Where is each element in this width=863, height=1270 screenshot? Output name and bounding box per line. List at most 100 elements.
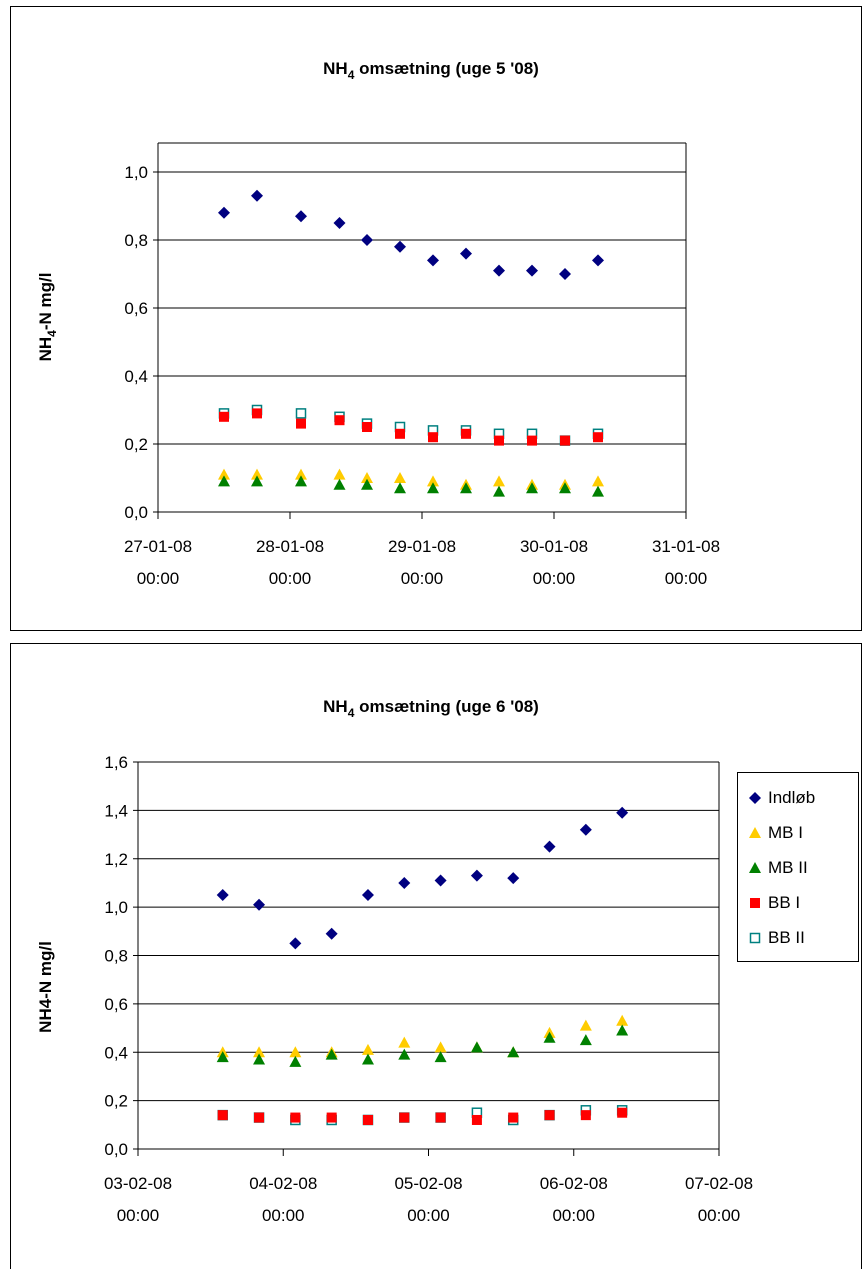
point-mb-i — [218, 468, 230, 480]
point-indlob — [493, 264, 505, 277]
plot-area: 0,0 0,2 0,4 0,6 0,8 1,0 27-01-08 00:00 28-01-08 0… — [124, 142, 720, 588]
point-mb-ii — [616, 1024, 629, 1036]
y-tick-label: 1,4 — [104, 801, 128, 820]
x-tick-label: 04-02-08 — [249, 1174, 317, 1193]
point-mb-ii — [526, 482, 538, 494]
legend-marker — [749, 932, 761, 944]
point-indlob — [289, 937, 302, 950]
chart-week5: NH4 omsætning (uge 5 '08) NH4-N mg/l 0,0… — [10, 6, 862, 631]
chart-title: NH4 omsætning (uge 6 '08) — [323, 697, 539, 720]
point-bb-i — [290, 1112, 301, 1123]
point-bb-i — [544, 1110, 555, 1121]
y-tick-label: 0,2 — [124, 435, 148, 454]
point-mb-i — [289, 1046, 302, 1058]
point-mb-i — [398, 1036, 411, 1048]
point-mb-i — [579, 1019, 592, 1031]
y-tick-label: 0,8 — [104, 947, 128, 966]
x-tick-label: 27-01-08 — [124, 537, 192, 556]
point-bb-i — [580, 1110, 591, 1121]
point-mb-ii — [579, 1034, 592, 1046]
chart-week6: NH4 omsætning (uge 6 '08) NH4-N mg/l 0,0… — [10, 643, 862, 1269]
point-mb-i — [592, 475, 604, 487]
legend-item-bb-ii: BB II — [748, 923, 805, 953]
y-tick-label: 0,2 — [104, 1092, 128, 1111]
square-marker-icon — [750, 898, 760, 908]
legend-label: BB I — [768, 893, 801, 912]
point-mb-ii — [361, 478, 373, 490]
x-tick-label-time: 00:00 — [407, 1206, 450, 1225]
point-indlob — [526, 264, 538, 277]
x-tick-label: 30-01-08 — [520, 537, 588, 556]
point-indlob — [295, 210, 307, 223]
point-indlob — [394, 240, 406, 253]
x-tick-label: 05-02-08 — [394, 1174, 462, 1193]
legend-marker — [750, 898, 760, 908]
point-mb-ii — [460, 482, 472, 494]
point-indlob — [333, 217, 346, 229]
point-mb-i — [493, 475, 505, 487]
point-bb-i — [334, 415, 345, 426]
chart-week5-svg: NH4 omsætning (uge 5 '08) NH4-N mg/l 0,0… — [36, 59, 720, 588]
point-mb-ii — [251, 475, 263, 487]
point-mb-i — [295, 468, 307, 480]
point-bb-i — [508, 1112, 519, 1123]
legend-item-mb-ii: MB II — [748, 853, 808, 883]
diamond-marker-icon — [749, 792, 761, 804]
y-tick-label: 0,6 — [124, 299, 148, 318]
point-mb-ii — [295, 475, 307, 487]
point-mb-ii — [592, 485, 604, 497]
point-mb-ii — [253, 1053, 266, 1065]
y-tick-label: 0,0 — [124, 503, 148, 522]
point-mb-ii — [434, 1051, 447, 1063]
point-indlob — [434, 874, 447, 887]
x-tick-label: 03-02-08 — [104, 1174, 172, 1193]
open-square-marker-icon — [749, 932, 761, 944]
point-mb-i — [361, 472, 373, 483]
legend-marker — [749, 792, 761, 804]
point-mb-ii — [216, 1051, 229, 1063]
y-tick-label: 1,2 — [104, 850, 128, 869]
point-indlob — [361, 234, 373, 246]
x-tick-label: 28-01-08 — [256, 537, 324, 556]
y-tick-label: 1,6 — [104, 753, 128, 772]
point-indlob — [218, 206, 230, 219]
point-indlob — [460, 247, 472, 260]
point-indlob — [579, 823, 592, 836]
point-mb-ii — [470, 1041, 483, 1053]
point-indlob — [216, 889, 229, 902]
point-mb-ii — [507, 1046, 520, 1058]
legend-marker — [749, 827, 761, 838]
point-indlob — [251, 189, 263, 202]
point-indlob — [507, 872, 520, 885]
x-tick-label-time: 00:00 — [269, 569, 312, 588]
point-mb-i — [427, 475, 439, 487]
point-bb-i — [593, 432, 603, 443]
x-tick-label: 31-01-08 — [652, 537, 720, 556]
point-mb-i — [253, 1046, 266, 1058]
legend-item-mb-i: MB I — [748, 818, 803, 848]
point-bb-i — [435, 1112, 446, 1123]
point-bb-i — [471, 1114, 482, 1125]
point-bb-i — [254, 1112, 265, 1123]
x-tick-label: 07-02-08 — [685, 1174, 753, 1193]
point-bb-i — [461, 428, 471, 439]
point-indlob — [543, 840, 556, 853]
legend-marker — [749, 862, 761, 873]
plot-area: 0,0 0,2 0,4 0,6 0,8 1,0 1,2 1,4 1,6 03-02-08 00:00… — [104, 753, 753, 1225]
point-bb-i — [252, 408, 262, 419]
x-tick-label-time: 00:00 — [533, 569, 576, 588]
x-tick-label-time: 00:00 — [698, 1206, 741, 1225]
point-indlob — [470, 869, 483, 882]
point-mb-ii — [543, 1031, 556, 1043]
x-tick-label-time: 00:00 — [552, 1206, 595, 1225]
legend-label: Indløb — [768, 788, 816, 807]
point-mb-ii — [218, 475, 230, 487]
point-mb-i — [251, 468, 263, 480]
legend: Indløb MB I MB II BB I BB II — [737, 772, 859, 962]
point-bb-i — [219, 411, 229, 422]
x-tick-label: 06-02-08 — [540, 1174, 608, 1193]
x-tick-label-time: 00:00 — [401, 569, 444, 588]
y-tick-label: 0,0 — [104, 1140, 128, 1159]
point-bb-i — [527, 435, 537, 446]
legend-label: MB II — [768, 858, 808, 877]
